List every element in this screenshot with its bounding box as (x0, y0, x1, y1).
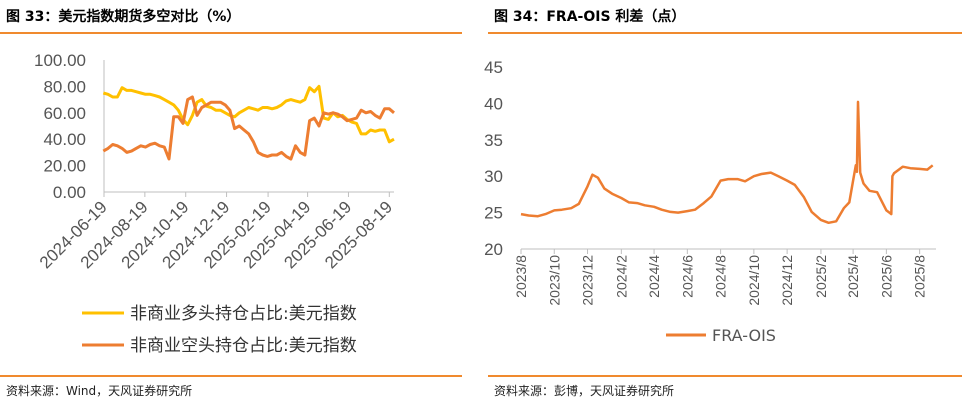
series-line-fra-ois (520, 100, 934, 225)
y-tick-label: 20 (484, 240, 503, 259)
y-tick-label: 40.00 (43, 130, 86, 149)
x-tick-label: 2023/12 (580, 255, 596, 306)
y-tick-label: 35 (484, 131, 503, 150)
legend-label-short: 非商业空头持仓占比:美元指数 (130, 336, 357, 356)
x-tick-label: 2025/4 (845, 255, 861, 298)
y-tick-label: 0.00 (53, 183, 86, 202)
x-tick-label: 2023/10 (546, 255, 562, 306)
x-tick-label: 2025/6 (878, 255, 894, 298)
y-tick-label: 45 (484, 58, 503, 77)
right-title-rule (488, 32, 962, 34)
right-chart-svg: 20 25 30 35 40 45 2023/8 2023/10 2023/12 2024/2 20… (484, 58, 936, 345)
x-tick-label: 2024/10 (746, 255, 762, 306)
y-tick-label: 40 (484, 94, 503, 113)
y-tick-label: 30 (484, 167, 503, 186)
left-source-rule (0, 375, 462, 377)
left-title-rule (0, 32, 462, 34)
right-chart-panel: 图 34：FRA-OIS 利差（点） 20 25 30 35 40 45 2023/8 202… (484, 0, 972, 404)
x-tick-label: 2024/12 (779, 255, 795, 306)
y-tick-label: 25 (484, 204, 503, 223)
legend-label-fra-ois: FRA-OIS (712, 326, 776, 345)
x-tick-label: 2024/4 (646, 255, 662, 298)
y-tick-label: 60.00 (43, 104, 86, 123)
x-tick-label: 2024/2 (613, 255, 629, 298)
y-tick-label: 100.00 (34, 51, 86, 70)
left-chart-source: 资料来源：Wind，天风证券研究所 (6, 384, 193, 398)
x-tick-label: 2023/8 (513, 255, 529, 298)
x-tick-label: 2024/8 (713, 255, 729, 298)
left-chart-title: 图 33：美元指数期货多空对比（%） (6, 9, 241, 25)
x-tick-label: 2025/8 (912, 255, 928, 298)
left-chart-svg: 0.0020.0040.0060.0080.00100.002024-06-19… (34, 51, 396, 356)
series-line-short (102, 95, 395, 161)
x-tick-label: 2025/2 (813, 255, 829, 298)
right-source-rule (488, 375, 962, 377)
left-chart-panel: 图 33：美元指数期货多空对比（%） 0.00 20.00 40.00 60.00 80… (0, 0, 472, 404)
right-chart-source: 资料来源：彭博，天风证券研究所 (494, 384, 675, 398)
y-tick-label: 80.00 (43, 77, 86, 96)
legend-label-long: 非商业多头持仓占比:美元指数 (130, 304, 357, 324)
y-tick-label: 20.00 (43, 157, 86, 176)
right-chart-title: 图 34：FRA-OIS 利差（点） (494, 9, 686, 25)
x-tick-label: 2024/6 (679, 255, 695, 298)
